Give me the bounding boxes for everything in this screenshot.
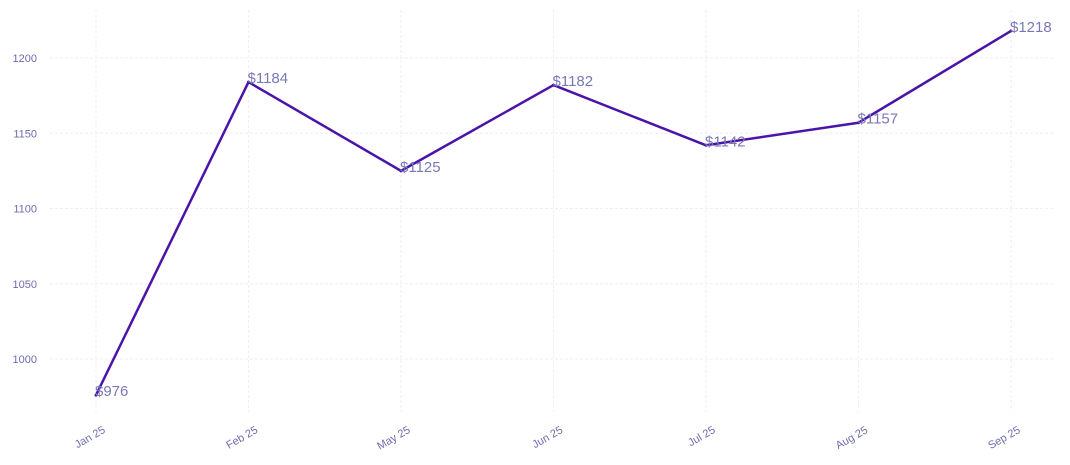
- data-label: $1125: [400, 159, 441, 176]
- x-tick-label: Jun 25: [530, 424, 565, 451]
- data-label: $1157: [858, 111, 899, 128]
- y-tick-label: 1100: [13, 204, 37, 216]
- data-point: [704, 143, 708, 147]
- data-point: [247, 80, 250, 84]
- y-tick-label: 1150: [13, 128, 37, 140]
- data-point: [94, 393, 98, 397]
- data-label: $976: [95, 383, 128, 400]
- data-label: $1184: [248, 70, 289, 87]
- data-label: $1142: [705, 133, 746, 150]
- x-tick-label: Sep 25: [986, 424, 1022, 452]
- data-point: [1009, 29, 1013, 33]
- y-tick-label: 1000: [13, 354, 37, 366]
- data-point: [552, 83, 555, 87]
- x-tick-label: Feb 25: [224, 424, 260, 452]
- x-tick-label: Jan 25: [73, 424, 108, 451]
- data-point: [399, 169, 403, 173]
- data-label: $1182: [553, 73, 594, 90]
- x-tick-label: Jul 25: [686, 424, 717, 449]
- x-tick-label: Aug 25: [834, 424, 870, 452]
- y-tick-label: 1200: [13, 53, 37, 65]
- data-point: [857, 121, 860, 125]
- data-label: $1218: [1010, 19, 1052, 36]
- y-tick-label: 1050: [13, 279, 37, 291]
- x-tick-label: May 25: [375, 424, 412, 452]
